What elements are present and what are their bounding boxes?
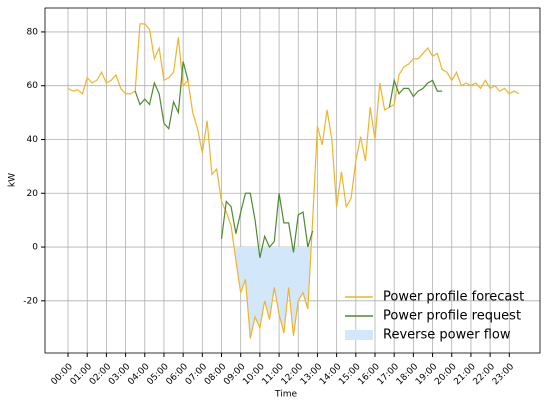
series-line — [134, 61, 189, 131]
series-line — [67, 23, 520, 339]
legend-label: Power profile request — [383, 309, 521, 324]
series-line — [220, 192, 314, 258]
legend-label: Reverse power flow — [383, 328, 511, 343]
legend-label: Power profile forecast — [383, 290, 524, 305]
x-tick-label: 23:00 — [491, 362, 517, 388]
series-line — [388, 78, 443, 108]
y-tick-label: -20 — [23, 296, 38, 306]
reverse-flow-area — [68, 247, 519, 339]
y-tick-label: 20 — [27, 189, 39, 199]
legend-swatch — [345, 330, 373, 340]
x-axis-label: Time — [274, 390, 297, 400]
y-tick-label: 80 — [27, 27, 39, 37]
y-tick-label: 60 — [27, 81, 39, 91]
y-tick-label: 0 — [32, 243, 38, 253]
plot-frame — [44, 7, 541, 354]
y-axis-label: kW — [8, 173, 18, 187]
y-tick-label: 40 — [27, 135, 39, 145]
